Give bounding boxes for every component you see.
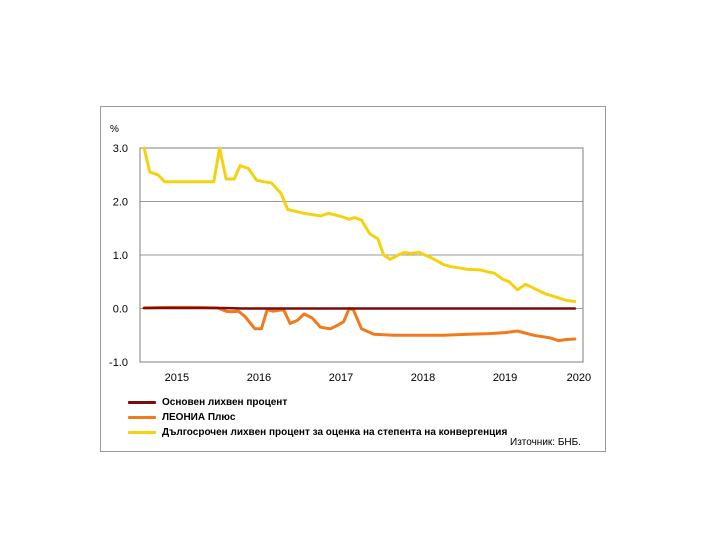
legend-swatch-long-term-rate [128, 431, 156, 434]
y-unit-label: % [110, 124, 119, 135]
x-tick-label: 2019 [493, 372, 517, 384]
series-line-2 [142, 146, 577, 303]
legend-swatch-leonia [128, 416, 156, 419]
legend-item-leonia: ЛЕОНИА Плюс [128, 410, 588, 425]
legend-label-policy-rate: Основен лихвен процент [162, 397, 288, 408]
x-tick-label: 2017 [329, 372, 353, 384]
legend: Основен лихвен процент ЛЕОНИА Плюс Дълго… [128, 395, 588, 440]
grid-lines [140, 201, 583, 309]
y-tick-label: -1.0 [109, 357, 128, 369]
legend-label-leonia: ЛЕОНИА Плюс [162, 412, 236, 423]
x-tick-label: 2015 [165, 372, 189, 384]
y-axis-ticks: 3.0 2.0 1.0 0.0 -1.0 [109, 143, 128, 369]
x-tick-label: 2018 [411, 372, 435, 384]
legend-item-policy-rate: Основен лихвен процент [128, 395, 588, 410]
series-line-0 [142, 306, 577, 310]
x-tick-label: 2016 [247, 372, 271, 384]
x-tick-label: 2020 [567, 372, 591, 384]
y-tick-label: 3.0 [113, 143, 128, 155]
chart-frame [100, 106, 606, 452]
legend-label-long-term-rate: Дългосрочен лихвен процент за оценка на … [162, 427, 508, 438]
legend-swatch-policy-rate [128, 401, 156, 404]
source-note: Източник: БНБ. [510, 437, 581, 448]
plot-area [139, 147, 584, 363]
x-axis-ticks: 2015 2016 2017 2018 2019 2020 [165, 372, 591, 384]
y-tick-label: 0.0 [113, 304, 128, 316]
legend-item-long-term-rate: Дългосрочен лихвен процент за оценка на … [128, 425, 588, 440]
y-tick-label: 1.0 [113, 250, 128, 262]
y-tick-label: 2.0 [113, 197, 128, 209]
series-line-1 [142, 305, 577, 343]
series-lines [142, 146, 577, 343]
